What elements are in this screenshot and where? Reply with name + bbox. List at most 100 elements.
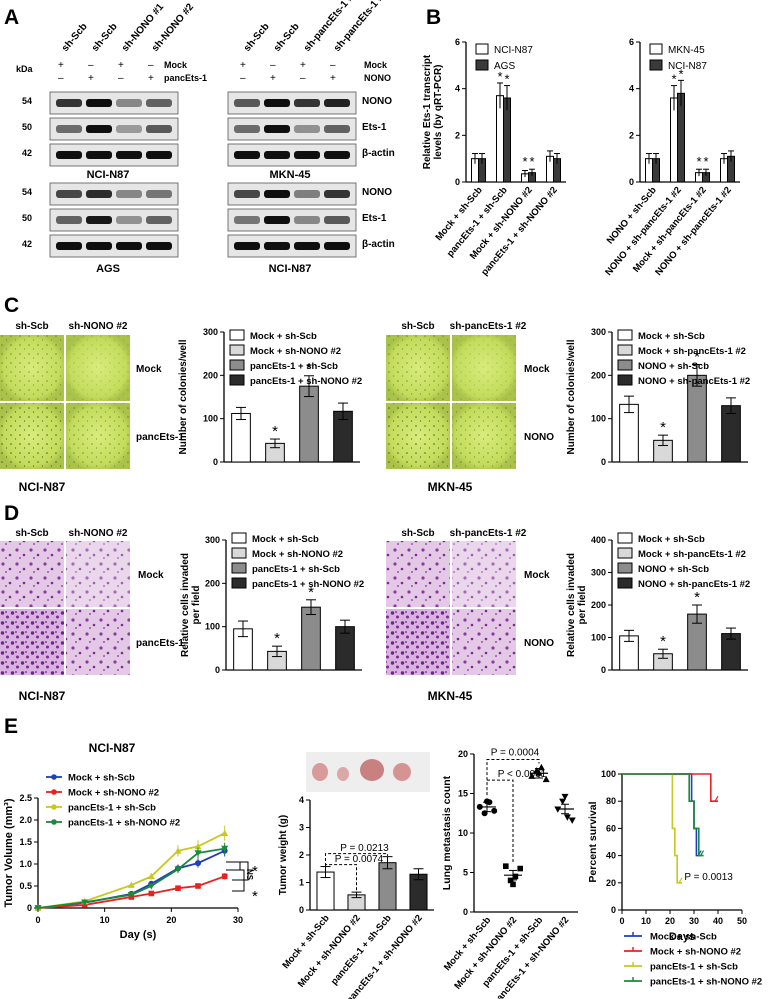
data-point [148, 890, 155, 897]
invasion-images-left: sh-Scb sh-NONO #2 Mock pancEts-1 NCI-N87 [0, 528, 184, 703]
x-tick-label: 20 [665, 916, 675, 926]
y-tick-label: 100 [591, 633, 606, 643]
bar [687, 374, 707, 463]
data-point [195, 883, 201, 889]
legend-marker [51, 789, 57, 795]
blot-band [146, 216, 172, 224]
data-point [34, 905, 42, 912]
blot-band [146, 190, 172, 198]
y-tick-label: 15 [458, 789, 468, 799]
lane-label: sh-Scb [60, 21, 90, 54]
treatment-label: Mock [364, 60, 388, 70]
y-tick-label: 2.0 [19, 815, 32, 825]
y-tick-label: 0 [299, 905, 304, 915]
cell-line-label: NCI-N87 [19, 480, 66, 494]
x-axis-label: Day (s) [120, 929, 157, 941]
legend-swatch [617, 547, 633, 559]
legend-swatch [617, 374, 633, 386]
invasion-image [452, 541, 516, 607]
cell-line-label: MKN-45 [428, 480, 473, 494]
bar [677, 92, 685, 183]
significance-star: * [678, 66, 683, 81]
significance-star: * [252, 888, 258, 905]
blot-band [56, 151, 82, 159]
blot-strip [227, 208, 357, 232]
row-label: NONO [524, 432, 554, 443]
legend-swatch [475, 59, 489, 71]
y-tick-label: 0 [463, 907, 468, 917]
sign: + [240, 60, 246, 71]
significance-star: * [252, 863, 258, 880]
blot-band [324, 99, 350, 107]
legend-label: Mock + sh-Scb [650, 932, 717, 943]
significance-star: * [703, 154, 708, 169]
sign: – [58, 73, 64, 84]
cell-line-label: MKN-45 [428, 689, 473, 703]
legend-swatch [231, 547, 247, 559]
sign: – [118, 73, 124, 84]
censor-tick [678, 877, 683, 884]
column-label: sh-Scb [15, 528, 48, 539]
blot-band [116, 190, 142, 198]
row-label: Mock [524, 570, 550, 581]
invasion-images-right: sh-Scb sh-pancEts-1 #2 Mock NONO MKN-45 [386, 528, 554, 703]
x-tick-label: 30 [689, 916, 699, 926]
significance-star: * [694, 349, 700, 366]
blot-band [264, 216, 290, 224]
blot-band [116, 216, 142, 224]
cell-line-label: NCI-N87 [269, 263, 312, 275]
y-axis-label: Number of colonies/well [178, 339, 189, 454]
sign: – [240, 73, 246, 84]
blot-band [56, 99, 82, 107]
blot-band [116, 125, 142, 133]
column-label: sh-Scb [15, 321, 48, 332]
row-label: Mock [138, 570, 164, 581]
colony-plates-left: sh-Scb sh-NONO #2 Mock pancEts-1 NCI-N87 [0, 321, 184, 494]
y-tick-label: 5 [463, 868, 468, 878]
legend-label: NONO + sh-pancEts-1 #2 [638, 376, 750, 387]
y-tick-label: 40 [606, 851, 616, 861]
blot-band [86, 216, 112, 224]
significance-star: * [306, 360, 312, 377]
column-label: sh-NONO #2 [69, 321, 128, 332]
legend-marker [51, 819, 57, 825]
y-tick-label: 60 [606, 823, 616, 833]
legend-swatch [229, 359, 245, 371]
blot-strip [49, 143, 179, 167]
legend-label: pancEts-1 + sh-Scb [250, 361, 338, 372]
blot-band [294, 242, 320, 250]
y-tick-label: 3 [299, 823, 304, 833]
legend-label: Mock + sh-NONO #2 [68, 788, 159, 799]
blot-band [294, 190, 320, 198]
legend-swatch [231, 562, 247, 574]
blot-strip [49, 91, 179, 115]
y-tick-label: 100 [203, 414, 218, 424]
y-tick-label: 0 [629, 177, 634, 187]
legend-label: NCI-N87 [494, 45, 533, 56]
blot-band [324, 242, 350, 250]
x-tick-label: 20 [166, 915, 176, 925]
sign: + [88, 73, 94, 84]
legend-swatch [229, 374, 245, 386]
invasion-image [452, 609, 516, 675]
y-tick-label: 200 [203, 370, 218, 380]
y-tick-label: 300 [203, 327, 218, 337]
blot-band [234, 242, 260, 250]
data-point [528, 772, 536, 779]
blot-band [294, 151, 320, 159]
sign: + [58, 60, 64, 71]
data-point [542, 775, 550, 783]
y-tick-label: 4 [299, 795, 304, 805]
data-point [194, 842, 202, 850]
sign: + [270, 73, 276, 84]
y-axis-label: Lung metastasis count [441, 775, 453, 890]
blot-band [234, 190, 260, 198]
blot-band [56, 216, 82, 224]
y-tick-label: 300 [591, 327, 606, 337]
blot-band [324, 216, 350, 224]
blot-band [264, 190, 290, 198]
legend-label: NCI-N87 [668, 61, 707, 72]
legend-swatch [617, 562, 633, 574]
legend-label: Mock + sh-Scb [252, 534, 319, 545]
